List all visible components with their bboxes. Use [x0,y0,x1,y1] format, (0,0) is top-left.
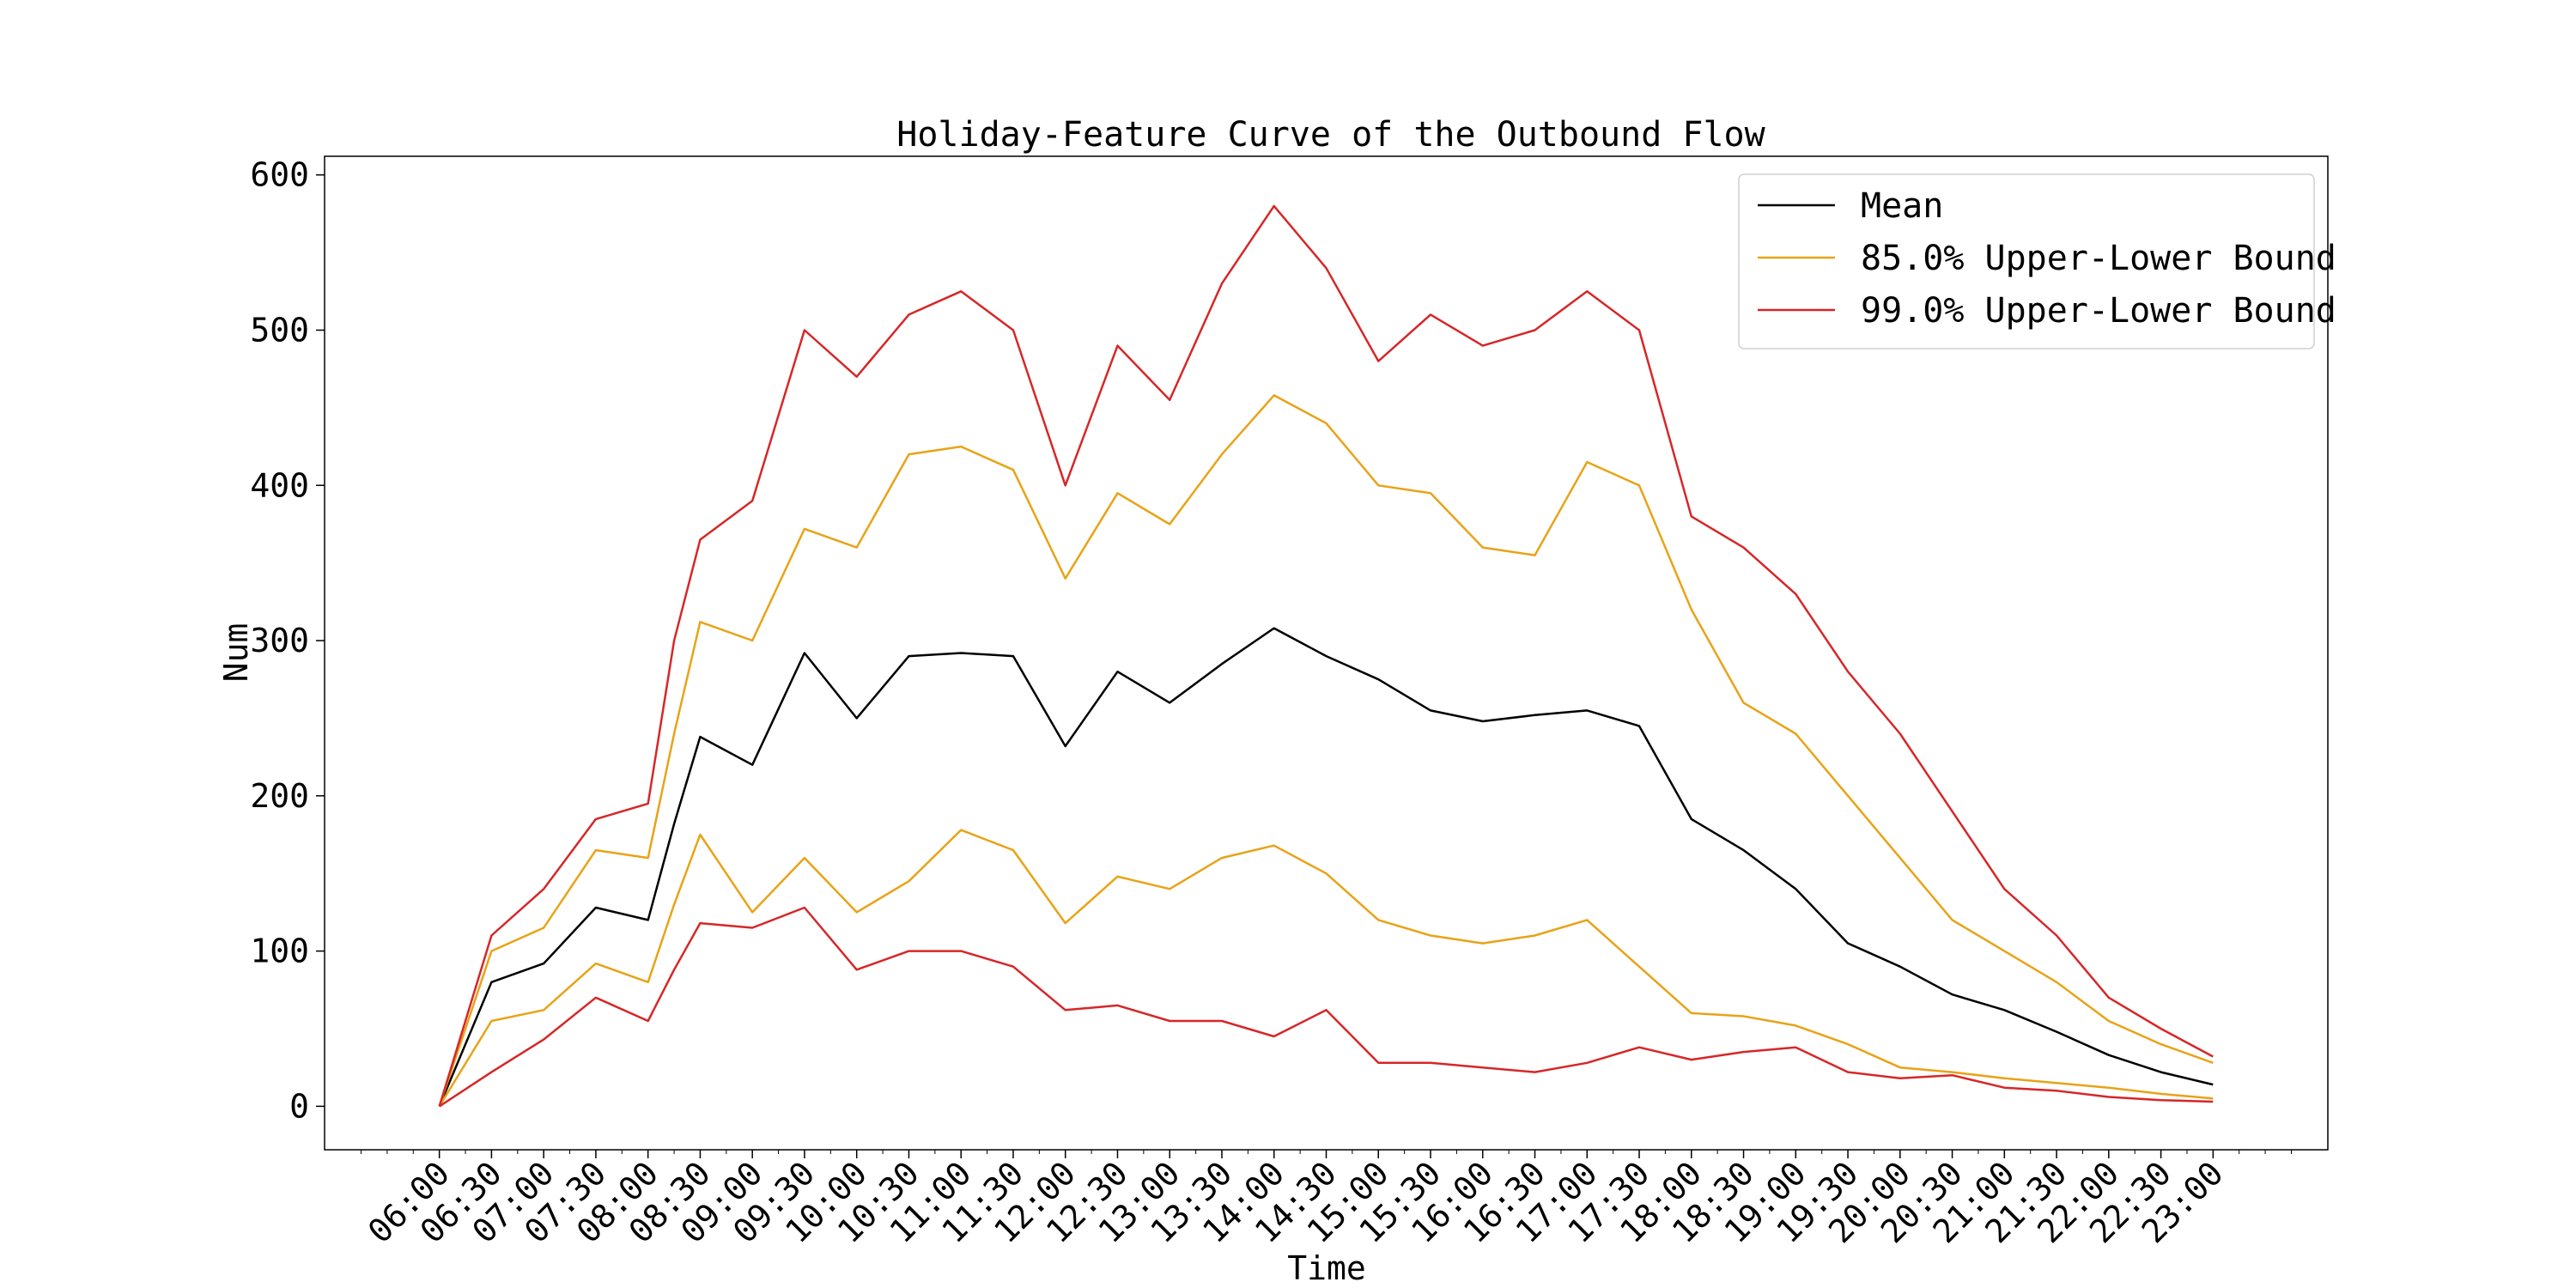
y-tick-label: 500 [250,311,309,349]
y-tick-label: 0 [289,1087,309,1125]
series-lines [438,204,2214,1108]
chart-title: Holiday-Feature Curve of the Outbound Fl… [896,115,1765,155]
x-axis-label: Time [1287,1249,1366,1287]
legend: Mean 85.0% Upper-Lower Bound 99.0% Upper-L… [1738,173,2336,349]
y-axis-label: Num [217,623,255,683]
y-tick-label: 200 [250,777,309,815]
series-line-0 [438,627,2214,1107]
legend-box [1738,173,2315,349]
series-line-3 [438,204,2214,1107]
y-tick-label: 300 [250,622,309,659]
y-tick-label: 100 [250,933,309,970]
series-line-2 [438,829,2214,1108]
legend-entry-label: Mean [1861,186,1943,226]
y-tick-label: 400 [250,466,309,504]
series-line-1 [438,394,2214,1107]
legend-entry-label: 99.0% Upper-Lower Bound [1861,291,2336,331]
legend-entry-label: 85.0% Upper-Lower Bound [1861,239,2336,278]
series-line-4 [439,906,2214,1108]
y-tick-label: 600 [250,156,309,194]
